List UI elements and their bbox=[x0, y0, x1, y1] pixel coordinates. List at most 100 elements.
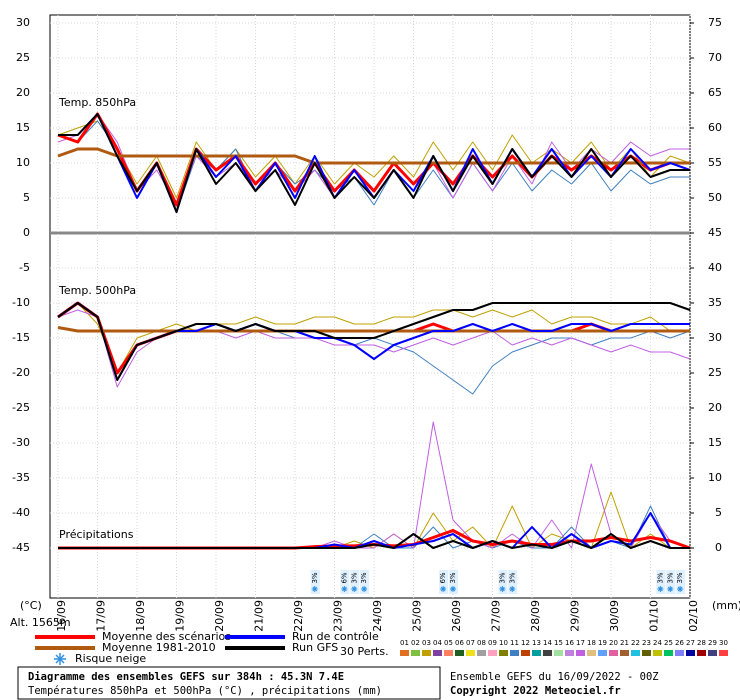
x-tick-label: 01/10 bbox=[648, 600, 661, 632]
member-swatch bbox=[708, 650, 717, 656]
snow-icon-bg bbox=[340, 570, 350, 594]
copyright: Copyright 2022 Meteociel.fr bbox=[450, 685, 621, 697]
snow-icon bbox=[311, 586, 318, 592]
snow-icon-stroke bbox=[440, 586, 446, 592]
member-swatch bbox=[455, 650, 464, 656]
member-id: 17 bbox=[576, 639, 585, 647]
snow-icon-stroke bbox=[667, 586, 673, 592]
y2-tick-label: 5 bbox=[715, 506, 722, 519]
y-tick-label: 0 bbox=[23, 226, 30, 239]
member-id: 30 bbox=[719, 639, 728, 647]
member-id: 14 bbox=[543, 639, 552, 647]
snow-risk-label: 6% bbox=[439, 572, 447, 583]
snow-icon-stroke bbox=[361, 586, 367, 592]
x-tick-label: 16/09 bbox=[55, 600, 68, 632]
snow-icon bbox=[351, 586, 358, 592]
legend-label: Run de contrôle bbox=[292, 630, 379, 643]
panel-label: Temp. 850hPa bbox=[58, 96, 136, 109]
member-swatch bbox=[697, 650, 706, 656]
snow-icon-bg bbox=[439, 570, 449, 594]
y2-tick-label: 0 bbox=[715, 541, 722, 554]
member-id: 11 bbox=[510, 639, 519, 647]
grid bbox=[50, 15, 691, 598]
series-line bbox=[58, 533, 690, 549]
member-swatch bbox=[411, 650, 420, 656]
member-id: 20 bbox=[609, 639, 618, 647]
y2-tick-label: 20 bbox=[708, 401, 722, 414]
member-swatch bbox=[554, 650, 563, 656]
series-line bbox=[57, 302, 690, 374]
y2-tick-label: 70 bbox=[708, 51, 722, 64]
member-id: 23 bbox=[642, 639, 651, 647]
y2-tick-label: 25 bbox=[708, 366, 722, 379]
y2-tick-label: 10 bbox=[708, 471, 722, 484]
snow-icon-stroke bbox=[500, 586, 505, 592]
x-tick-label: 24/09 bbox=[371, 600, 384, 632]
member-swatch bbox=[653, 650, 662, 656]
snow-icon bbox=[667, 586, 674, 592]
member-id: 27 bbox=[686, 639, 695, 647]
y-tick-label: -15 bbox=[12, 331, 30, 344]
member-swatch bbox=[675, 650, 684, 656]
series-line bbox=[58, 113, 690, 213]
member-swatch bbox=[422, 650, 431, 656]
snow-icon-stroke bbox=[658, 586, 663, 592]
x-tick-label: 02/10 bbox=[687, 600, 700, 632]
member-swatch bbox=[444, 650, 453, 656]
snow-icon bbox=[677, 586, 684, 592]
y-tick-label: -10 bbox=[12, 296, 30, 309]
panel-label: Précipitations bbox=[59, 528, 134, 541]
member-id: 21 bbox=[620, 639, 629, 647]
snow-risk-label: 3% bbox=[350, 572, 358, 583]
member-swatch bbox=[532, 650, 541, 656]
y2-axis-label: (mm) bbox=[712, 599, 740, 612]
snow-risk-label: 3% bbox=[508, 572, 516, 583]
member-id: 26 bbox=[675, 639, 684, 647]
member-swatch bbox=[521, 650, 530, 656]
member-id: 01 bbox=[400, 639, 409, 647]
snow-icon-bg bbox=[498, 570, 508, 594]
snow-icon-bg bbox=[676, 570, 686, 594]
member-id: 28 bbox=[697, 639, 706, 647]
y-tick-label: 30 bbox=[16, 16, 30, 29]
snow-risk-label: 3% bbox=[666, 572, 674, 583]
lines bbox=[57, 112, 691, 550]
caption-box bbox=[17, 666, 441, 700]
y2-tick-label: 55 bbox=[708, 156, 722, 169]
snow-icon-stroke bbox=[312, 586, 318, 592]
snow-icon bbox=[657, 586, 664, 592]
y2-tick-label: 40 bbox=[708, 261, 722, 274]
member-swatch bbox=[609, 650, 618, 656]
member-swatch bbox=[642, 650, 651, 656]
y2-tick-label: 15 bbox=[708, 436, 722, 449]
panel-label: Temp. 500hPa bbox=[58, 284, 136, 297]
member-swatch bbox=[664, 650, 673, 656]
x-tick-label: 21/09 bbox=[253, 600, 266, 632]
snow-risk-label: 3% bbox=[449, 572, 457, 583]
altitude: Alt. 1565m bbox=[10, 616, 71, 629]
y2-tick-label: 35 bbox=[708, 296, 722, 309]
snow-icon-stroke bbox=[351, 586, 357, 592]
x-tick-label: 22/09 bbox=[292, 600, 305, 632]
x-tick-label: 20/09 bbox=[213, 600, 226, 632]
snow-icon-bg bbox=[656, 570, 666, 594]
member-id: 02 bbox=[411, 639, 420, 647]
member-swatch bbox=[433, 650, 442, 656]
snow-icon-bg bbox=[666, 570, 676, 594]
snow-icon-bg bbox=[508, 570, 518, 594]
x-tick-label: 30/09 bbox=[608, 600, 621, 632]
y2-tick-label: 45 bbox=[708, 226, 722, 239]
y-tick-label: -5 bbox=[19, 261, 30, 274]
legend-label: Moyenne des scénarios bbox=[102, 630, 231, 643]
y-tick-label: -45 bbox=[12, 541, 30, 554]
member-id: 29 bbox=[708, 639, 717, 647]
x-tick-label: 23/09 bbox=[332, 600, 345, 632]
snow-icon-bg bbox=[449, 570, 458, 594]
x-tick-label: 29/09 bbox=[569, 600, 582, 632]
snow-icon bbox=[341, 586, 348, 592]
y2-tick-label: 50 bbox=[708, 191, 722, 204]
member-id: 22 bbox=[631, 639, 640, 647]
snow-risk-label: 3% bbox=[498, 572, 506, 583]
y-tick-label: -35 bbox=[12, 471, 30, 484]
